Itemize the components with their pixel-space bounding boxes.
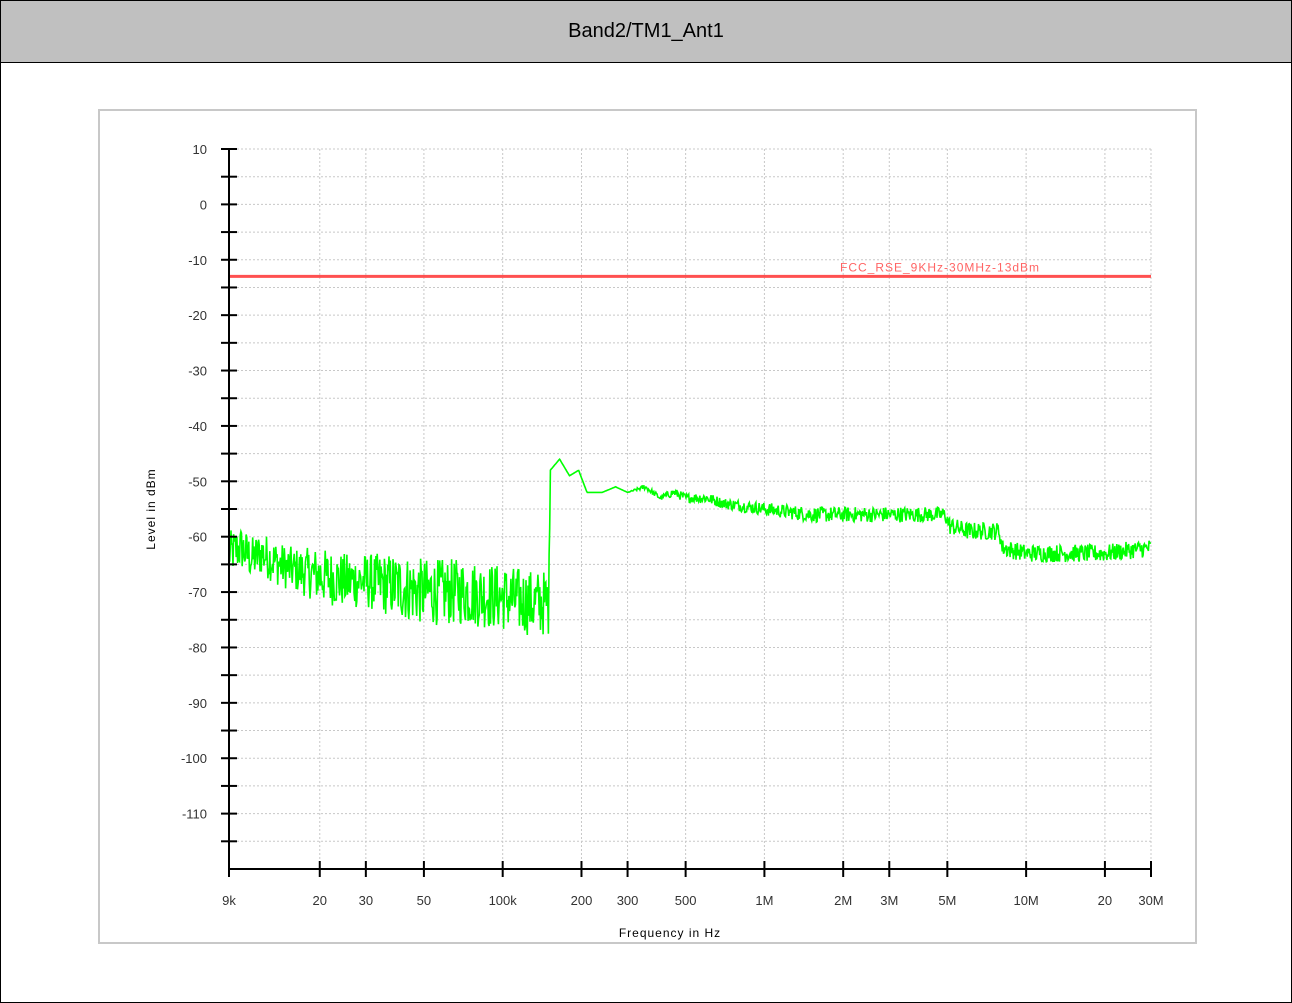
y-tick-label: -40: [188, 419, 207, 434]
x-tick-label: 5M: [938, 893, 956, 908]
x-tick-label: 9k: [222, 893, 236, 908]
y-tick-label: -50: [188, 474, 207, 489]
y-tick-label: -100: [181, 751, 207, 766]
y-axis-title: Level in dBm: [144, 468, 158, 549]
y-tick-label: -20: [188, 308, 207, 323]
x-tick-label: 1M: [755, 893, 773, 908]
series-layer: [228, 457, 1152, 636]
chart-panel: 10 0 -10 -20 -30 -40 -50 -60 -70 -80 -90 -100 -110 9k…: [98, 109, 1197, 944]
x-tick-label: 300: [617, 893, 639, 908]
x-tick-label: 2M: [834, 893, 852, 908]
axis-layer: 10 0 -10 -20 -30 -40 -50 -60 -70 -80 -90 -100 -110 9k…: [181, 142, 1164, 908]
chart-header: Band2/TM1_Ant1: [1, 1, 1291, 63]
x-tick-label: 200: [571, 893, 593, 908]
chart-header-title: Band2/TM1_Ant1: [568, 20, 724, 42]
spectrum-chart: 10 0 -10 -20 -30 -40 -50 -60 -70 -80 -90 -100 -110 9k…: [144, 142, 1164, 940]
x-tick-label: 50: [417, 893, 431, 908]
x-tick-label: 30M: [1138, 893, 1163, 908]
x-tick-label: 20: [1098, 893, 1112, 908]
y-tick-label: -30: [188, 364, 207, 379]
y-tick-label: -10: [188, 253, 207, 268]
y-tick-label: -80: [188, 640, 207, 655]
y-tick-label: -60: [188, 530, 207, 545]
y-tick-label: -110: [182, 807, 207, 822]
x-tick-label: 20: [313, 893, 327, 908]
x-tick-label: 10M: [1013, 893, 1038, 908]
x-axis-title: Frequency in Hz: [619, 926, 721, 940]
trace-line: [228, 457, 1152, 636]
y-tick-label: -90: [188, 696, 207, 711]
x-tick-label: 30: [359, 893, 373, 908]
y-tick-label: 0: [200, 197, 207, 212]
x-tick-label: 100k: [489, 893, 518, 908]
y-tick-label: -70: [188, 585, 207, 600]
y-tick-label: 10: [193, 142, 207, 157]
limit-line-label: FCC_RSE_9KHz-30MHz-13dBm: [840, 260, 1040, 274]
grid-layer: [228, 148, 1152, 869]
x-tick-label: 500: [675, 893, 697, 908]
x-tick-label: 3M: [880, 893, 898, 908]
